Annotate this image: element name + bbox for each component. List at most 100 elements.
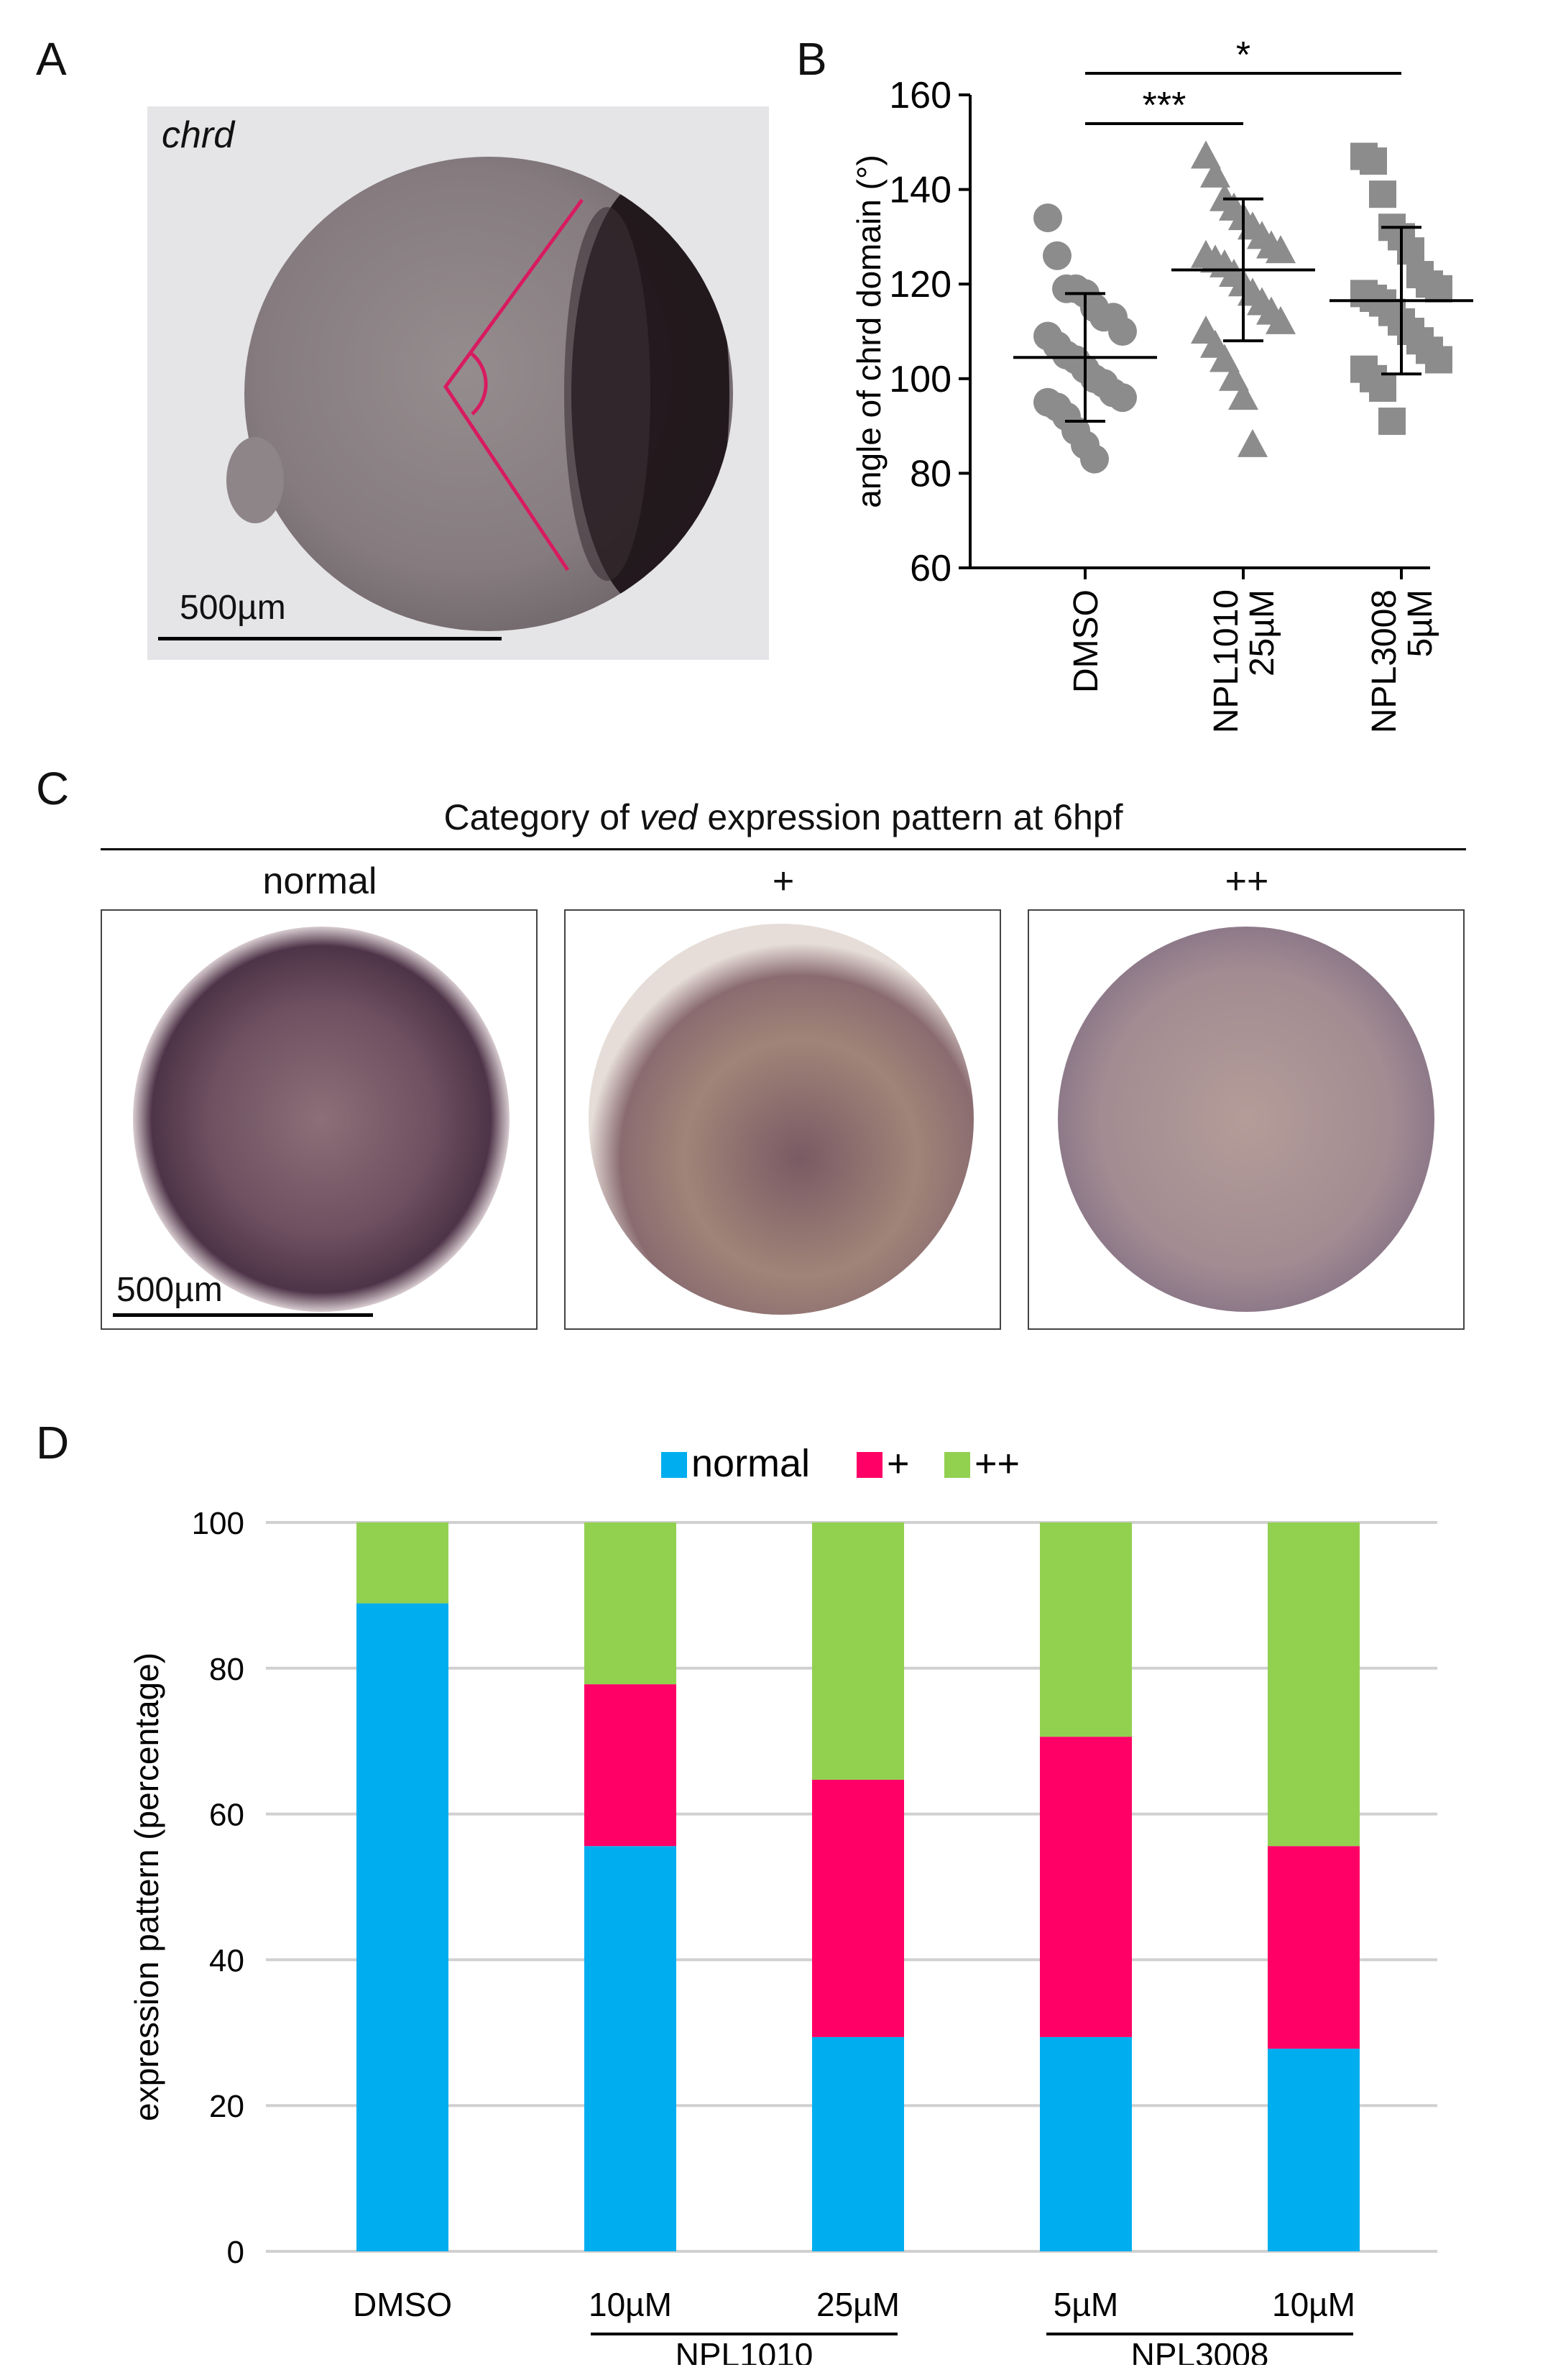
bar-segment-plusplus <box>1040 1522 1132 1737</box>
legend-swatch <box>944 1452 970 1478</box>
panel-letter-b: B <box>796 33 827 85</box>
y-tick-label: 60 <box>910 548 951 589</box>
bar-segment-normal <box>812 2036 904 2251</box>
x-tick-label: 10µM <box>589 2286 672 2323</box>
bar-segment-plusplus <box>1268 1522 1360 1847</box>
title-gene: ved <box>639 797 698 837</box>
bar-segment-plus <box>812 1779 904 2037</box>
panel-c-title-rule <box>101 848 1466 850</box>
y-tick-label: 80 <box>910 453 951 495</box>
x-tick-label: 5µM <box>1401 589 1439 657</box>
embryo <box>133 927 510 1312</box>
legend-label: ++ <box>974 1442 1020 1485</box>
x-tick-label: NPL1010 <box>1207 589 1245 733</box>
title-suffix: expression pattern at 6hpf <box>697 797 1123 837</box>
category-label-plus: + <box>772 860 795 902</box>
data-point-npl3008 <box>1369 374 1396 402</box>
chrd-embryo-image <box>226 157 733 631</box>
y-tick-label: 40 <box>209 1943 244 1978</box>
embryo <box>589 924 974 1315</box>
x-tick-label-group: DMSO <box>1067 589 1105 693</box>
legend-swatch <box>661 1452 687 1478</box>
bar-segment-plusplus <box>812 1522 904 1780</box>
significance-label: *** <box>1143 85 1186 127</box>
bar-segment-plusplus <box>584 1522 676 1685</box>
legend-label: + <box>887 1442 910 1485</box>
x-tick-label: 25µM <box>1243 589 1281 676</box>
scale-bar-a <box>158 637 502 640</box>
y-tick-label: 160 <box>889 75 951 116</box>
data-point-npl1010 <box>1228 382 1258 410</box>
micrograph-normal: 500µm <box>101 909 538 1330</box>
panel-letter-a: A <box>36 33 67 85</box>
group-label: NPL1010 <box>676 2336 814 2365</box>
data-point-dmso <box>1080 444 1109 474</box>
chart-d: 0 20 40 60 80 100 expression pattern (percenta… <box>128 1442 1437 2365</box>
embryo <box>1058 927 1434 1312</box>
panel-c-title: Category of ved expression pattern at 6h… <box>101 796 1466 838</box>
scale-bar-label-c: 500µm <box>116 1271 223 1309</box>
scale-bar-c <box>113 1313 373 1317</box>
y-axis-label: angle of chrd domain (°) <box>850 155 888 507</box>
embryo-normal-image <box>133 927 510 1312</box>
data-point-npl1010 <box>1219 362 1249 391</box>
data-point-npl3008 <box>1369 180 1396 208</box>
x-tick-label: 5µM <box>1054 2286 1118 2323</box>
legend-label: normal <box>691 1442 810 1485</box>
chart-b: 60 80 100 120 140 160 angle of chrd domain (°)… <box>850 36 1473 733</box>
bar-segment-normal <box>1040 2036 1132 2251</box>
significance-label: * <box>1236 36 1250 76</box>
data-point-npl1010 <box>1238 428 1268 457</box>
y-tick-label: 140 <box>889 170 951 211</box>
y-tick-label: 80 <box>209 1652 244 1687</box>
x-tick-label: 25µM <box>816 2286 900 2323</box>
category-label-plusplus: ++ <box>1225 860 1269 902</box>
data-point-dmso <box>1108 317 1137 346</box>
data-point-npl1010 <box>1266 305 1296 334</box>
y-tick-label: 60 <box>209 1798 244 1833</box>
y-tick-label: 100 <box>889 359 951 400</box>
title-prefix: Category of <box>443 797 640 837</box>
bar-segment-plus <box>1268 1846 1360 2049</box>
x-tick-label: NPL3008 <box>1365 589 1404 733</box>
data-point-npl1010 <box>1191 140 1221 169</box>
data-point-npl3008 <box>1425 275 1452 303</box>
x-tick-label: DMSO <box>1067 589 1105 693</box>
data-point-npl3008 <box>1425 346 1452 374</box>
bar-segment-normal <box>356 1603 448 2251</box>
embryo-plus-image <box>589 924 974 1315</box>
panel-letter-c: C <box>36 763 70 814</box>
y-tick-label: 100 <box>192 1506 244 1541</box>
bar-segment-normal <box>1268 2049 1360 2251</box>
bar-segment-plus <box>1040 1737 1132 2037</box>
micrograph-plusplus <box>1028 909 1465 1330</box>
data-point-npl1010 <box>1200 159 1230 188</box>
angle-arc <box>469 352 488 415</box>
bar-segment-normal <box>584 1846 676 2251</box>
group-label: NPL3008 <box>1131 2336 1269 2365</box>
data-point-dmso <box>1108 383 1137 413</box>
bar-segment-plusplus <box>356 1522 448 1604</box>
gene-label-chrd: chrd <box>162 114 235 156</box>
data-point-npl1010 <box>1266 235 1296 264</box>
data-point-dmso <box>1043 241 1072 270</box>
y-axis-label: expression pattern (percentage) <box>128 1653 165 2121</box>
embryo-plusplus-image <box>1058 927 1434 1312</box>
angle-lines <box>443 198 584 571</box>
bar-segment-plus <box>584 1684 676 1847</box>
y-tick-label: 0 <box>227 2235 244 2270</box>
data-point-npl1010 <box>1209 344 1240 372</box>
data-point-npl3008 <box>1378 408 1406 436</box>
chrd-micrograph: chrd 500µm <box>147 106 769 660</box>
legend-swatch <box>857 1452 883 1478</box>
y-tick-label: 20 <box>209 2089 244 2124</box>
scale-bar-label-a: 500µm <box>180 589 286 627</box>
micrograph-plus <box>564 909 1001 1330</box>
panel-letter-d: D <box>36 1417 70 1469</box>
y-tick-label: 120 <box>889 264 951 305</box>
data-point-npl3008 <box>1360 147 1387 175</box>
x-tick-label: 10µM <box>1272 2286 1355 2323</box>
x-tick-label: DMSO <box>353 2286 452 2323</box>
